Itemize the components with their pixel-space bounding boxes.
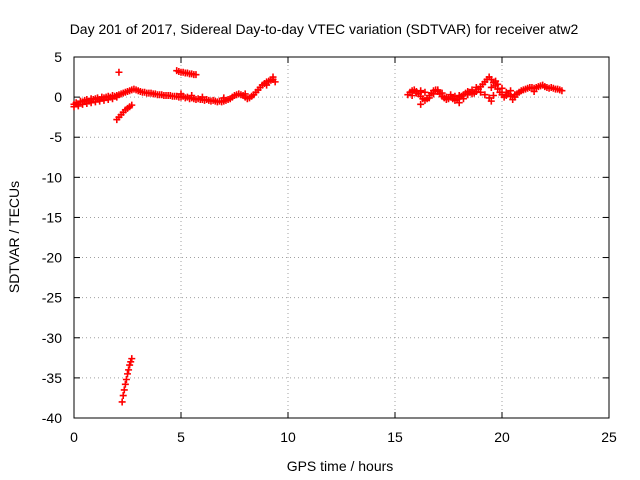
x-tick-label: 5 bbox=[177, 429, 185, 445]
data-point bbox=[489, 92, 497, 100]
data-point bbox=[126, 361, 134, 369]
y-tick-label: -35 bbox=[42, 370, 62, 386]
data-point bbox=[455, 92, 463, 100]
data-point bbox=[118, 398, 126, 406]
y-axis-label: SDTVAR / TECUs bbox=[6, 181, 22, 293]
y-axis-ticks: 5 0 -5 -10 -15 -20 -25 -30 -35 -40 bbox=[42, 49, 609, 426]
data-point bbox=[498, 84, 506, 92]
y-tick-label: -10 bbox=[42, 169, 62, 185]
data-point bbox=[487, 83, 495, 91]
data-point bbox=[96, 97, 104, 105]
data-point bbox=[220, 94, 228, 102]
data-point bbox=[263, 81, 271, 89]
data-point bbox=[455, 99, 463, 107]
data-point bbox=[127, 358, 135, 366]
data-point bbox=[492, 77, 500, 85]
y-tick-label: -40 bbox=[42, 410, 62, 426]
data-point bbox=[79, 100, 87, 108]
data-point bbox=[91, 98, 99, 106]
data-point bbox=[128, 101, 136, 109]
y-tick-label: -20 bbox=[42, 250, 62, 266]
data-point bbox=[421, 88, 429, 96]
x-tick-label: 0 bbox=[70, 429, 78, 445]
data-point bbox=[122, 375, 130, 383]
data-point bbox=[464, 91, 472, 99]
chart-title: Day 201 of 2017, Sidereal Day-to-day VTE… bbox=[70, 21, 579, 37]
data-point bbox=[115, 68, 123, 76]
data-point bbox=[104, 96, 112, 104]
data-point bbox=[124, 370, 131, 378]
x-axis-ticks: 0 5 10 15 20 25 bbox=[70, 57, 617, 445]
plot-frame bbox=[73, 56, 610, 419]
data-point bbox=[438, 89, 446, 97]
y-tick-label: -15 bbox=[42, 209, 62, 225]
data-point bbox=[417, 100, 425, 108]
data-point bbox=[430, 90, 438, 98]
data-point bbox=[120, 386, 128, 394]
data-point bbox=[451, 92, 459, 100]
data-point bbox=[472, 83, 480, 91]
y-tick-label: 5 bbox=[54, 49, 62, 65]
data-point bbox=[434, 86, 442, 94]
y-tick-label: -30 bbox=[42, 330, 62, 346]
data-point bbox=[459, 95, 467, 103]
data-point bbox=[481, 91, 489, 99]
data-point bbox=[119, 392, 127, 400]
x-tick-label: 25 bbox=[601, 429, 617, 445]
data-point bbox=[177, 90, 185, 98]
data-point bbox=[121, 380, 129, 388]
data-point bbox=[70, 103, 78, 111]
data-point bbox=[192, 71, 200, 79]
y-tick-label: 0 bbox=[54, 89, 62, 105]
data-point bbox=[477, 88, 485, 96]
data-point bbox=[507, 87, 515, 95]
x-tick-label: 15 bbox=[387, 429, 403, 445]
data-point bbox=[447, 91, 455, 99]
data-point bbox=[109, 95, 117, 103]
data-point bbox=[100, 96, 108, 104]
data-point bbox=[113, 93, 121, 101]
data-point bbox=[408, 92, 416, 100]
x-tick-label: 10 bbox=[280, 429, 296, 445]
data-point bbox=[74, 102, 82, 110]
y-tick-label: -25 bbox=[42, 290, 62, 306]
data-point bbox=[502, 88, 510, 96]
data-point bbox=[530, 87, 538, 95]
data-point bbox=[468, 86, 476, 94]
y-tick-label: -5 bbox=[50, 129, 63, 145]
data-points bbox=[70, 67, 566, 406]
data-point bbox=[128, 355, 136, 363]
data-point bbox=[83, 100, 91, 108]
data-point bbox=[417, 87, 425, 95]
data-point bbox=[198, 93, 206, 101]
data-point bbox=[269, 73, 277, 81]
data-point bbox=[425, 94, 433, 102]
data-point bbox=[125, 366, 133, 374]
data-point bbox=[241, 90, 249, 98]
data-point bbox=[188, 92, 196, 100]
data-point bbox=[487, 97, 495, 105]
x-tick-label: 20 bbox=[494, 429, 510, 445]
data-point bbox=[271, 78, 279, 86]
x-axis-label: GPS time / hours bbox=[287, 458, 394, 474]
grid-lines bbox=[74, 57, 609, 418]
data-point bbox=[87, 99, 95, 107]
data-point bbox=[412, 89, 420, 97]
data-point bbox=[558, 87, 566, 95]
data-point bbox=[442, 93, 450, 101]
data-point bbox=[511, 91, 519, 99]
